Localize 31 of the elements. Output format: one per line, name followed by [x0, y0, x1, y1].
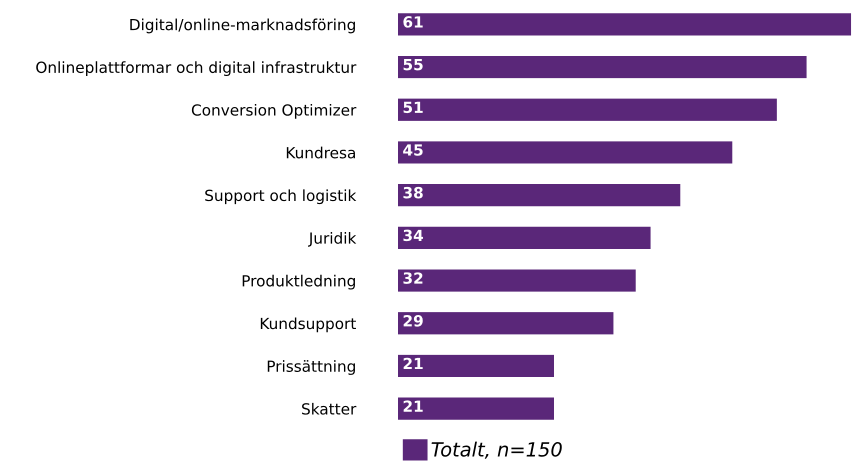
y-tick-label: Support och logistik — [205, 189, 356, 204]
data-label: 21 — [404, 358, 423, 370]
y-tick-label: Kundresa — [286, 146, 355, 158]
bar — [398, 354, 554, 378]
data-label: 38 — [403, 186, 423, 198]
data-label: 34 — [403, 230, 424, 242]
bar — [398, 226, 651, 249]
data-label: 61 — [403, 16, 423, 28]
data-label: 32 — [403, 272, 422, 284]
bar — [398, 13, 852, 36]
bar — [398, 312, 614, 334]
y-tick-label: Prissättning — [268, 360, 355, 375]
data-label: 55 — [404, 59, 423, 70]
bar — [398, 141, 732, 164]
data-label: 21 — [404, 400, 423, 412]
bar — [398, 269, 636, 292]
y-tick-label: Kundsupport — [260, 317, 356, 332]
bar — [398, 184, 680, 206]
y-tick-label: Onlineplattformar och digital infrastruktur — [36, 61, 356, 76]
bar — [398, 56, 807, 78]
y-tick-label: Skatter — [302, 402, 356, 415]
y-tick-label: Digital/online-marknadsföring — [130, 18, 355, 34]
y-tick-label: Juridik — [308, 232, 356, 247]
bar — [398, 98, 777, 121]
data-label: 45 — [403, 144, 423, 156]
bar — [398, 398, 554, 420]
legend-label: Totalt, n=150 — [432, 442, 562, 459]
data-label: 51 — [404, 102, 423, 114]
data-label: 29 — [404, 315, 423, 327]
y-tick-label: Conversion Optimizer — [192, 104, 356, 119]
y-tick-label: Produktledning — [242, 274, 355, 290]
